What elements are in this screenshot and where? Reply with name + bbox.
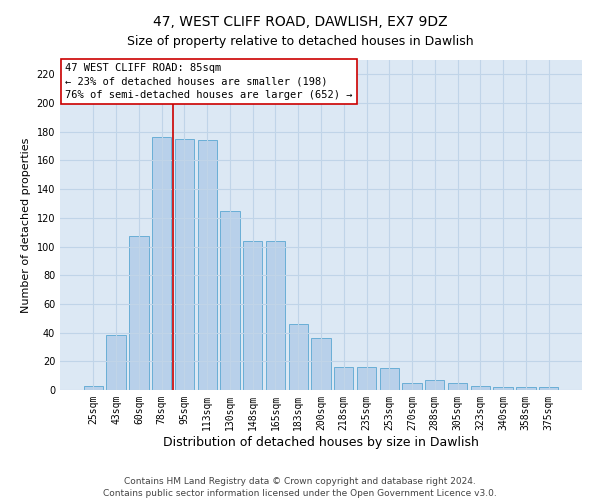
Bar <box>129 236 149 390</box>
X-axis label: Distribution of detached houses by size in Dawlish: Distribution of detached houses by size … <box>163 436 479 448</box>
Bar <box>266 241 285 390</box>
Bar <box>243 241 262 390</box>
Bar <box>516 387 536 390</box>
Bar <box>493 387 513 390</box>
Bar <box>403 383 422 390</box>
Bar <box>106 336 126 390</box>
Text: Contains HM Land Registry data © Crown copyright and database right 2024.
Contai: Contains HM Land Registry data © Crown c… <box>103 476 497 498</box>
Y-axis label: Number of detached properties: Number of detached properties <box>21 138 31 312</box>
Bar <box>448 383 467 390</box>
Bar <box>289 324 308 390</box>
Text: 47 WEST CLIFF ROAD: 85sqm
← 23% of detached houses are smaller (198)
76% of semi: 47 WEST CLIFF ROAD: 85sqm ← 23% of detac… <box>65 64 353 100</box>
Text: Size of property relative to detached houses in Dawlish: Size of property relative to detached ho… <box>127 35 473 48</box>
Bar <box>197 140 217 390</box>
Text: 47, WEST CLIFF ROAD, DAWLISH, EX7 9DZ: 47, WEST CLIFF ROAD, DAWLISH, EX7 9DZ <box>152 15 448 29</box>
Bar <box>175 139 194 390</box>
Bar <box>84 386 103 390</box>
Bar <box>470 386 490 390</box>
Bar <box>425 380 445 390</box>
Bar <box>311 338 331 390</box>
Bar <box>220 210 239 390</box>
Bar <box>539 387 558 390</box>
Bar <box>334 367 353 390</box>
Bar <box>380 368 399 390</box>
Bar <box>152 138 172 390</box>
Bar <box>357 367 376 390</box>
